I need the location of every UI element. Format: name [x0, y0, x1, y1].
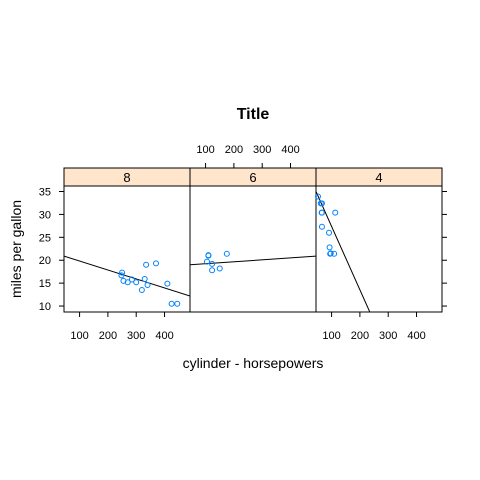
data-point — [326, 244, 333, 251]
data-point — [223, 250, 230, 257]
data-point — [174, 300, 181, 307]
x-tick-label: 100 — [70, 330, 88, 342]
panel-frame — [315, 185, 443, 313]
x-tick-label: 300 — [127, 330, 145, 342]
data-point — [143, 261, 150, 268]
y-tick-label: 35 — [39, 186, 51, 198]
data-point — [141, 276, 148, 283]
strip-label-4: 4 — [375, 170, 382, 185]
data-point — [124, 279, 131, 286]
data-point — [209, 260, 216, 267]
chart-title: Title — [237, 106, 270, 123]
data-point — [327, 250, 334, 257]
panel-4: 4 — [314, 167, 443, 313]
x-tick-label: 400 — [281, 144, 299, 156]
x-tick-label: 300 — [379, 330, 397, 342]
data-point — [118, 272, 125, 279]
panel-6: 6 — [189, 167, 317, 313]
x-tick-label: 300 — [253, 144, 271, 156]
data-point — [133, 279, 140, 286]
x-tick-label: 200 — [99, 330, 117, 342]
x-tick-label: 400 — [407, 330, 425, 342]
data-point — [205, 252, 212, 259]
data-point — [326, 229, 333, 236]
y-axis-label: miles per gallon — [8, 200, 24, 298]
y-tick-label: 25 — [39, 232, 51, 244]
y-tick-label: 15 — [39, 278, 51, 290]
data-point — [164, 280, 171, 287]
data-point — [318, 209, 325, 216]
x-tick-label: 100 — [322, 330, 340, 342]
y-tick-label: 30 — [39, 209, 51, 221]
fit-line — [316, 191, 371, 312]
data-point — [138, 287, 145, 294]
panels-layer: 8 6 4 100 200 300 400 100 200 300 400 100 200 300 400 1… — [39, 144, 447, 342]
x-axis-label: cylinder - horsepowers — [183, 355, 324, 371]
y-tick-label: 20 — [39, 255, 51, 267]
fit-line — [64, 255, 190, 297]
strip-label-6: 6 — [249, 170, 256, 185]
data-point — [318, 200, 325, 207]
data-point — [331, 250, 338, 257]
fit-line — [190, 255, 316, 266]
strip-label-8: 8 — [123, 170, 130, 185]
panel-frame — [189, 185, 317, 313]
data-point — [314, 193, 321, 200]
x-tick-label: 200 — [225, 144, 243, 156]
x-tick-label: 200 — [351, 330, 369, 342]
data-point — [144, 281, 151, 288]
panel-8: 8 — [63, 167, 191, 313]
data-point — [203, 258, 210, 265]
data-point — [153, 260, 160, 267]
data-point — [318, 223, 325, 230]
y-tick-label: 10 — [39, 301, 51, 313]
x-tick-label: 100 — [196, 144, 214, 156]
data-point — [128, 276, 135, 283]
data-point — [168, 300, 175, 307]
data-point — [332, 209, 339, 216]
data-point — [216, 265, 223, 272]
panel-frame — [63, 185, 191, 313]
x-tick-label: 400 — [155, 330, 173, 342]
data-point — [209, 267, 216, 274]
data-point — [119, 269, 126, 276]
